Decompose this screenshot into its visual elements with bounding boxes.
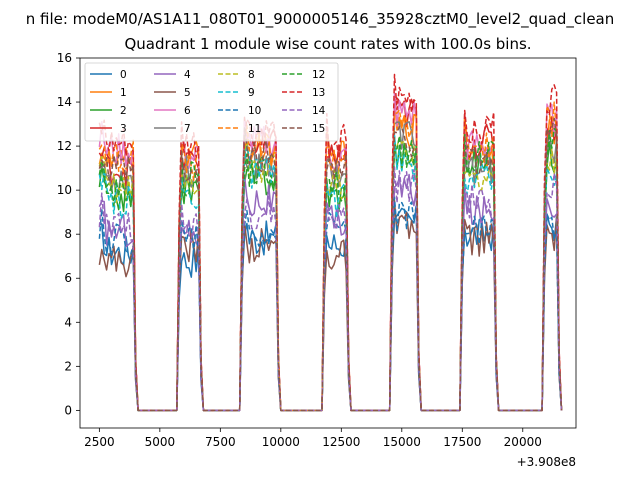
series-line-15	[98, 117, 563, 412]
x-axis-ticks: 2500 5000 7500 10000 12500 15000 17500 20000	[84, 428, 542, 449]
y-tick-label: 8	[64, 227, 72, 241]
legend-label-4: 4	[184, 69, 191, 81]
y-tick-label: 2	[64, 359, 72, 373]
legend-label-10: 10	[248, 105, 261, 117]
axes-frame	[79, 57, 577, 429]
x-tick-label: 12500	[322, 435, 360, 449]
legend-label-11: 11	[248, 123, 261, 135]
plot-lines	[98, 73, 563, 412]
x-tick-label: 15000	[383, 435, 421, 449]
legend-label-15: 15	[312, 123, 325, 135]
series-line-14	[98, 166, 563, 412]
legend-label-9: 9	[248, 87, 255, 99]
y-tick-label: 0	[64, 403, 72, 417]
x-tick-label: 20000	[504, 435, 542, 449]
y-tick-label: 14	[57, 95, 72, 109]
legend-label-14: 14	[312, 105, 326, 117]
legend-label-6: 6	[184, 105, 191, 117]
chart-title: Quadrant 1 module wise count rates with …	[124, 35, 532, 53]
x-tick-label: 7500	[205, 435, 236, 449]
y-axis-ticks: 0 2 4 6 8 10 12 14 16	[57, 51, 80, 417]
legend-label-5: 5	[184, 87, 191, 99]
y-tick-label: 6	[64, 271, 72, 285]
y-tick-label: 12	[57, 139, 72, 153]
series-line-7	[99, 121, 563, 412]
x-tick-label: 17500	[443, 435, 481, 449]
y-tick-label: 16	[57, 51, 72, 65]
legend-box	[84, 62, 339, 142]
x-tick-label: 5000	[145, 435, 176, 449]
figure-suptitle: n file: modeM0/AS1A11_080T01_9000005146_…	[25, 10, 615, 28]
x-tick-label: 10000	[262, 435, 300, 449]
legend-label-1: 1	[120, 87, 127, 99]
series-line-5	[98, 200, 563, 412]
legend-label-3: 3	[120, 123, 127, 135]
y-tick-label: 10	[57, 183, 72, 197]
legend-label-13: 13	[312, 87, 325, 99]
series-line-4	[98, 173, 563, 412]
legend-label-12: 12	[312, 69, 325, 81]
legend-label-2: 2	[120, 105, 127, 117]
y-tick-label: 4	[64, 315, 72, 329]
x-tick-label: 2500	[84, 435, 115, 449]
legend-label-0: 0	[120, 69, 127, 81]
legend-label-7: 7	[184, 123, 191, 135]
x-offset-label: +3.908e8	[517, 455, 576, 469]
legend-label-8: 8	[248, 69, 255, 81]
